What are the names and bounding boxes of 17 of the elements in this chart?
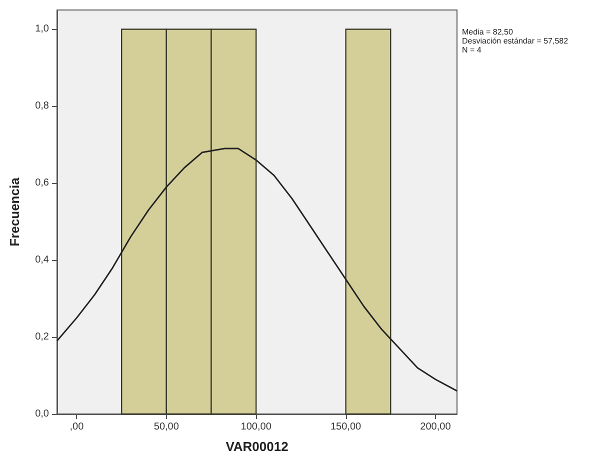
x-tick-label: 100,00 bbox=[240, 422, 272, 432]
x-tick-label: ,00 bbox=[70, 422, 84, 432]
x-tick-label: 50,00 bbox=[154, 422, 180, 432]
x-tick-label: 200,00 bbox=[420, 422, 452, 432]
y-axis-title: Frecuencia bbox=[7, 176, 22, 246]
line-series bbox=[56, 148, 458, 392]
y-tick-label: 0,8 bbox=[35, 100, 50, 112]
y-tick-label: 1,0 bbox=[35, 24, 50, 35]
y-tick-label: 0,2 bbox=[35, 332, 50, 343]
y-tick-label: 0,6 bbox=[35, 178, 50, 189]
text: Media = 82,50 bbox=[462, 28, 514, 36]
y-tick-label: 0,4 bbox=[35, 254, 50, 266]
text: Desviación estándar = 57,582 bbox=[462, 36, 569, 46]
x-axis-title: VAR00012 bbox=[226, 439, 288, 454]
text: N = 4 bbox=[462, 46, 482, 54]
x-tick-label: 150,00 bbox=[330, 422, 362, 432]
y-tick-label: 0,0 bbox=[35, 408, 50, 420]
